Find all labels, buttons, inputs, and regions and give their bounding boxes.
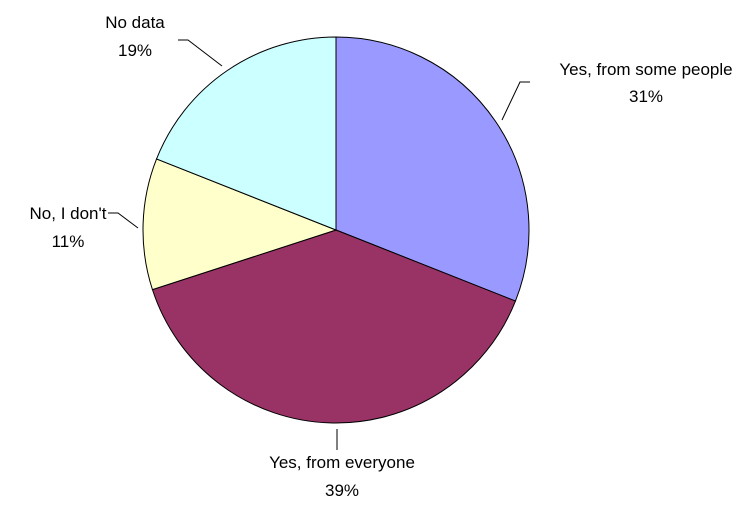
slice-percent-label: 11% (52, 232, 85, 251)
leader-line-no-i-dont (108, 213, 138, 228)
slice-category-label: No, I don't (30, 204, 107, 223)
slice-category-label: Yes, from everyone (269, 453, 415, 472)
slice-category-label: No data (105, 13, 165, 32)
slice-percent-label: 19% (118, 41, 152, 60)
slice-label-no-i-dont: No, I don't 11% (30, 204, 107, 251)
slice-category-label: Yes, from some people (559, 60, 732, 79)
slice-label-no-data: No data 19% (105, 13, 165, 60)
slice-label-yes-some: Yes, from some people 31% (559, 60, 732, 106)
slice-percent-label: 31% (629, 87, 663, 106)
slice-percent-label: 39% (325, 481, 359, 500)
pie-slices (143, 37, 529, 423)
slice-label-yes-everyone: Yes, from everyone 39% (269, 453, 415, 500)
leader-line-no-data (178, 40, 222, 66)
leader-line-yes-some (502, 82, 530, 120)
